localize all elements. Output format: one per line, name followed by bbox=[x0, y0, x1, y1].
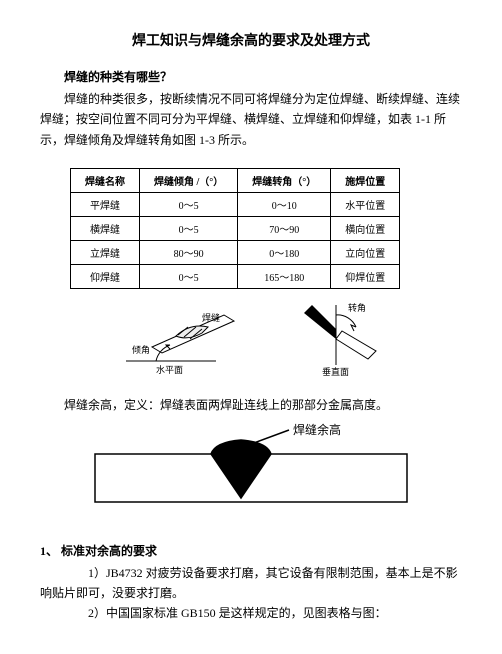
table-cell: 平焊缝 bbox=[71, 193, 140, 217]
table-cell: 0～5 bbox=[140, 217, 238, 241]
table-cell: 立向位置 bbox=[331, 241, 400, 265]
fig-right-vertical-label: 垂直面 bbox=[322, 366, 349, 377]
reinforcement-diagram: 焊缝余高 bbox=[91, 422, 411, 522]
table-cell: 横焊缝 bbox=[71, 217, 140, 241]
inclination-diagram: 焊缝 倾角 水平面 bbox=[116, 299, 246, 377]
th-name: 焊缝名称 bbox=[71, 169, 140, 193]
question-heading: 焊缝的种类有哪些？ bbox=[40, 68, 462, 85]
figures-row: 焊缝 倾角 水平面 转角 垂直面 bbox=[40, 299, 462, 377]
th-incl: 焊缝倾角 /（°） bbox=[140, 169, 238, 193]
section-1-heading: 1、 标准对余高的要求 bbox=[40, 542, 462, 559]
table-row: 横焊缝0～570～90横向位置 bbox=[71, 217, 400, 241]
fig-left-plane-label: 水平面 bbox=[156, 364, 183, 375]
definition-line: 焊缝余高，定义：焊缝表面两焊趾连线上的那部分金属高度。 bbox=[40, 395, 462, 415]
table-cell: 水平位置 bbox=[331, 193, 400, 217]
table-row: 仰焊缝0～5165～180仰焊位置 bbox=[71, 265, 400, 289]
table-cell: 仰焊位置 bbox=[331, 265, 400, 289]
table-cell: 仰焊缝 bbox=[71, 265, 140, 289]
table-cell: 165～180 bbox=[238, 265, 331, 289]
table-cell: 0～10 bbox=[238, 193, 331, 217]
table-cell: 0～5 bbox=[140, 193, 238, 217]
weld-types-table: 焊缝名称 焊缝倾角 /（°） 焊缝转角（°） 施焊位置 平焊缝0～50～10水平… bbox=[70, 168, 400, 289]
fig-left-angle-label: 倾角 bbox=[132, 344, 150, 355]
table-row: 立焊缝80～900～180立向位置 bbox=[71, 241, 400, 265]
section-1-item-2: 2）中国国家标准 GB150 是这样规定的，见图表格与图： bbox=[40, 603, 462, 623]
reinforcement-label: 焊缝余高 bbox=[293, 422, 341, 437]
weld-types-table-wrap: 焊缝名称 焊缝倾角 /（°） 焊缝转角（°） 施焊位置 平焊缝0～50～10水平… bbox=[70, 168, 462, 289]
th-rot: 焊缝转角（°） bbox=[238, 169, 331, 193]
fig-left-weld-label: 焊缝 bbox=[202, 312, 220, 323]
rotation-diagram: 转角 垂直面 bbox=[286, 299, 386, 377]
table-cell: 0～5 bbox=[140, 265, 238, 289]
table-cell: 70～90 bbox=[238, 217, 331, 241]
section-1-item-1: 1）JB4732 对疲劳设备要求打磨，其它设备有限制范围，基本上是不影响贴片即可… bbox=[40, 563, 462, 604]
table-cell: 横向位置 bbox=[331, 217, 400, 241]
table-cell: 立焊缝 bbox=[71, 241, 140, 265]
table-row: 平焊缝0～50～10水平位置 bbox=[71, 193, 400, 217]
table-cell: 80～90 bbox=[140, 241, 238, 265]
table-header-row: 焊缝名称 焊缝倾角 /（°） 焊缝转角（°） 施焊位置 bbox=[71, 169, 400, 193]
fig-right-angle-label: 转角 bbox=[348, 302, 366, 313]
intro-paragraph: 焊缝的种类很多，按断续情况不同可将焊缝分为定位焊缝、断续焊缝、连续焊缝；按空间位… bbox=[40, 89, 462, 150]
th-pos: 施焊位置 bbox=[331, 169, 400, 193]
table-cell: 0～180 bbox=[238, 241, 331, 265]
doc-title: 焊工知识与焊缝余高的要求及处理方式 bbox=[40, 30, 462, 50]
